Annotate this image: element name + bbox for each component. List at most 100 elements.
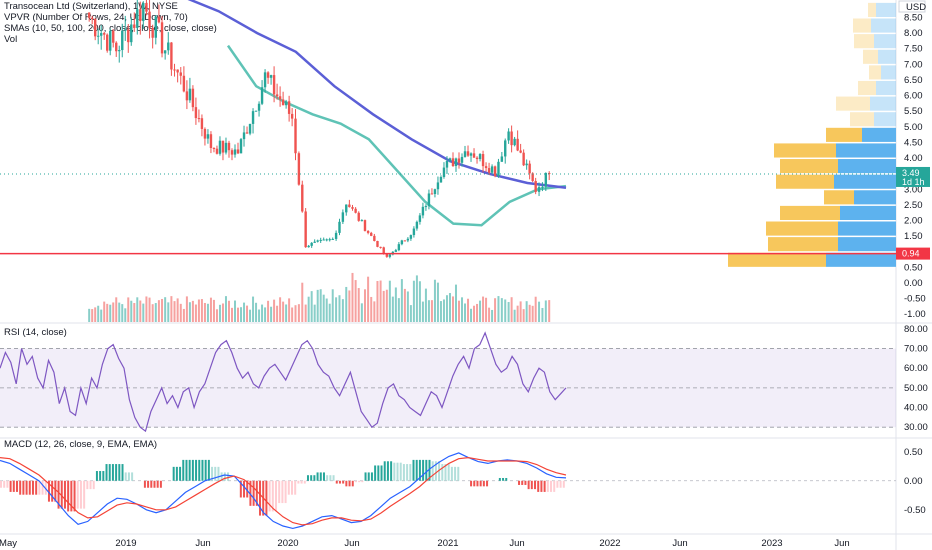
time-axis-label: Jun [672,538,687,549]
macd-histogram-bar [214,466,217,481]
macd-histogram-bar [431,461,434,481]
candle-body [257,103,261,111]
volume-bar [240,307,243,322]
macd-histogram-bar [281,480,284,504]
volume-bar [270,306,273,322]
volume-bar [418,281,421,322]
price-axis-label: 1.50 [904,231,923,242]
vpvr-legend[interactable]: VPVR (Number Of Rows, 24, Up/Down, 70) [4,12,188,23]
volume-bar [479,300,482,322]
candle-body [541,186,544,188]
volume-bar [476,303,479,322]
candle-body [528,163,531,174]
candle-body [388,254,392,257]
candle-body [218,140,222,154]
volume-bar [276,305,279,322]
volume-bar [197,299,200,322]
candle-body [397,244,401,251]
volume-legend[interactable]: Vol [4,34,18,45]
volume-bar [279,297,282,322]
candle-body [531,173,534,181]
volume-bar [88,308,91,322]
volume-bar [188,302,191,322]
candle-body [351,207,354,209]
macd-histogram-bar [121,464,124,481]
volume-bar [258,309,261,322]
volume-bar [388,280,391,322]
currency-label: USD [906,2,926,13]
volume-bar [382,290,385,322]
candle-body [115,42,118,52]
support-price-value: 0.94 [902,249,920,259]
candle-body [206,134,210,139]
rsi-axis-label: 60.00 [904,363,928,374]
volume-bar [103,301,106,322]
candle-body [185,91,189,101]
candle-body [307,245,310,248]
candle-body [142,2,145,22]
candle-body [472,153,476,158]
candle-body [179,72,182,76]
volume-bar [451,296,454,322]
macd-legend[interactable]: MACD (12, 26, close, 9, EMA, EMA) [4,439,158,450]
candle-body [412,228,416,236]
price-axis-label: 6.50 [904,75,923,86]
candle-body [284,101,288,106]
macd-histogram-bar [364,472,367,481]
volume-bar [461,297,464,322]
volume-bar [433,279,436,322]
volume-bar [485,297,488,322]
last-price-tag [896,166,930,187]
vpvr-down-bar [824,190,854,205]
macd-histogram-bar [89,480,92,490]
volume-bar [130,300,133,322]
macd-histogram-bar [204,459,207,481]
macd-histogram-bar [319,472,322,481]
vpvr-up-bar [878,49,896,64]
candle-body [310,242,313,246]
volume-bar [510,297,513,322]
candle-body [157,16,161,23]
time-axis-label: Jun [344,538,359,549]
rsi-legend[interactable]: RSI (14, close) [4,327,67,338]
volume-bar [403,288,406,322]
candle-body [136,9,139,28]
volume-bar [304,304,307,322]
volume-bar [406,291,409,322]
candle-body [313,241,316,243]
candle-body [188,88,192,101]
volume-bar [325,298,328,322]
macd-histogram-bar [390,461,393,481]
macd-histogram-bar [28,480,31,495]
vpvr-down-bar [863,49,878,64]
macd-histogram-bar [546,480,549,492]
macd-histogram-bar [195,459,198,481]
candle-body [510,131,513,146]
macd-histogram-bar [95,471,98,481]
candle-body [370,232,373,236]
volume-bar [541,307,544,322]
price-axis-label: 8.00 [904,28,923,39]
vpvr-down-bar [780,159,838,174]
sma-legend[interactable]: SMAs (10, 50, 100, 200, close, close, cl… [4,23,217,34]
volume-bar [421,301,424,322]
candle-body [251,111,255,124]
volume-bar [319,289,322,322]
volume-bar [448,293,451,322]
volume-bar [94,307,97,322]
sma-50-line [226,44,567,227]
price-axis-label: 4.50 [904,137,923,148]
volume-bar [427,300,430,322]
volume-bar [261,304,264,322]
candle-body [316,240,319,242]
candle-body [215,148,219,154]
vpvr-up-bar [826,252,896,267]
macd-histogram-bar [9,480,12,492]
volume-bar [182,308,185,322]
candle-body [345,204,348,213]
macd-histogram-bar [44,480,47,495]
macd-histogram-bar [358,480,361,483]
macd-histogram-bar [524,480,527,485]
volume-bar [97,305,100,322]
